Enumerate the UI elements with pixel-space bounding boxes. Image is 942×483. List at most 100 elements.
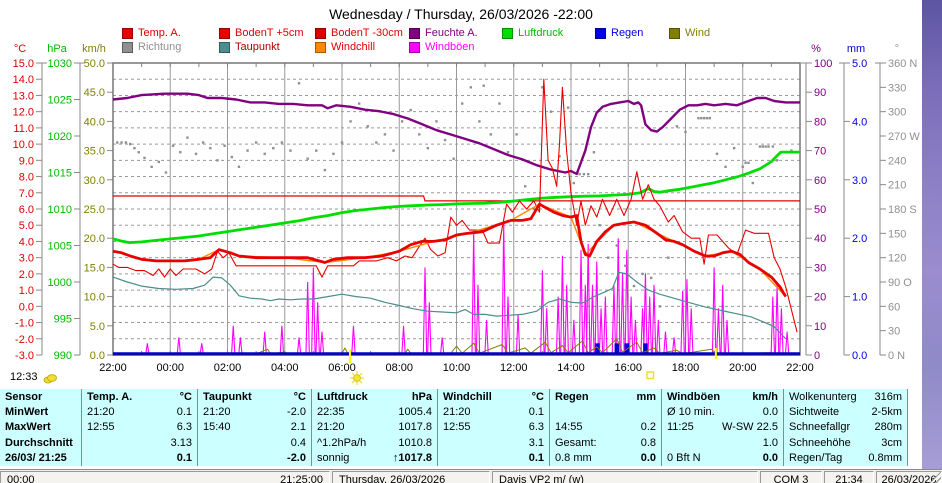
- svg-text:210: 210: [888, 180, 906, 192]
- svg-text:18:00: 18:00: [672, 362, 700, 374]
- svg-text:-2.0: -2.0: [15, 334, 34, 346]
- series-bodent-30cm: [113, 195, 800, 202]
- svg-text:-1.0: -1.0: [15, 318, 34, 330]
- table-cell-label: 21:20: [203, 406, 231, 419]
- svg-text:90: 90: [814, 87, 826, 99]
- svg-text:1.0: 1.0: [19, 285, 34, 297]
- table-cell-value: °C: [293, 390, 306, 403]
- table-row: 21:20 0.1: [438, 404, 549, 419]
- svg-text:km/h: km/h: [82, 43, 106, 55]
- table-cell-value: mm: [636, 390, 656, 403]
- table-row: 15:40 2.1: [198, 420, 311, 435]
- svg-text:60: 60: [814, 175, 826, 187]
- svg-text:12:00: 12:00: [500, 362, 528, 374]
- weather-chart[interactable]: °C -3.0 -2.0 -1.0 0.0 1.0 2.0 3.0 4.0 5.0 6.0 7.0 8.…: [0, 0, 942, 469]
- table-row: Windchill °C: [438, 389, 549, 404]
- svg-text:9.0: 9.0: [19, 155, 34, 167]
- table-row: 0.1: [82, 451, 197, 466]
- table-column-4: Windchill °C 21:20 0.1 12:55 6.3 3.1 0.1: [438, 389, 550, 466]
- svg-text:1010: 1010: [48, 204, 72, 216]
- plot-root: °C -3.0 -2.0 -1.0 0.0 1.0 2.0 3.0 4.0 5.0 6.0 7.0 8.…: [13, 43, 920, 385]
- legend-item-luftdruck: Luftdruck: [502, 27, 563, 39]
- table-cell-label: MaxWert: [5, 421, 51, 434]
- legend-label: Windchill: [331, 41, 376, 53]
- legend-swatch-feuchte-a: [409, 27, 420, 39]
- table-cell-label: 12:55: [443, 421, 471, 434]
- status-text: 00:00: [7, 474, 35, 483]
- legend-item-regen: Regen: [595, 27, 643, 39]
- svg-text:40.0: 40.0: [84, 116, 105, 128]
- table-row: [550, 404, 661, 419]
- status-panel-4: 21:34: [824, 471, 874, 483]
- table-column-2: Taupunkt °C 21:20 -2.0 15:40 2.1 0.4 -2.0: [198, 389, 312, 466]
- table-cell-label: 26/03/ 21:25: [5, 452, 67, 465]
- table-cell-value: 3.13: [170, 436, 192, 449]
- legend-item-feuchte-a: Feuchte A.: [409, 27, 478, 39]
- table-cell-label: Schneehöhe: [789, 436, 851, 449]
- svg-text:20.0: 20.0: [84, 233, 105, 245]
- svg-text:30.0: 30.0: [84, 175, 105, 187]
- status-bar: 00:00 21:25:00 Thursday, 26/03/2026 Davis V…: [0, 469, 942, 483]
- table-cell-value: hPa: [411, 390, 432, 403]
- svg-text:50: 50: [814, 204, 826, 216]
- svg-text:100: 100: [814, 58, 832, 70]
- svg-text:-3.0: -3.0: [15, 350, 34, 362]
- status-text: 21:25:00: [280, 474, 323, 483]
- table-cell-value: 0.1: [528, 406, 544, 419]
- table-cell-value: -2.0: [287, 452, 306, 465]
- table-cell-value: 0.8: [640, 436, 656, 449]
- legend-swatch-bodent-5cm: [219, 27, 230, 39]
- table-row: 0 Bft N 0.0: [662, 451, 783, 466]
- table-row: Regen/Tag 0.8mm: [784, 451, 907, 466]
- legend-label: Luftdruck: [518, 27, 564, 39]
- table-row: Ø 10 min. 0.0: [662, 404, 783, 419]
- legend-label: BodenT +5cm: [235, 27, 304, 39]
- svg-text:1020: 1020: [48, 131, 72, 143]
- table-cell-label: Taupunkt: [203, 390, 252, 403]
- svg-text:4.0: 4.0: [19, 236, 34, 248]
- table-cell-value: 1005.4: [398, 406, 432, 419]
- table-cell-value: 0.1: [176, 406, 192, 419]
- table-cell-value: 0.0: [640, 452, 656, 465]
- table-cell-label: ^1.2hPa/h: [317, 436, 367, 449]
- table-cell-value: 3cm: [881, 436, 902, 449]
- svg-text:10.0: 10.0: [84, 292, 105, 304]
- status-panel-2: Davis VP2 m/ (w): [492, 471, 758, 483]
- table-cell-value: 2-5km: [871, 406, 902, 419]
- svg-text:240: 240: [888, 155, 906, 167]
- legend-label: Regen: [611, 27, 644, 39]
- table-row: 26/03/ 21:25: [0, 451, 81, 466]
- table-cell-label: Windchill: [443, 390, 492, 403]
- svg-text:14:00: 14:00: [557, 362, 585, 374]
- svg-text:%: %: [811, 43, 821, 55]
- legend-item-windb-en: Windböen: [409, 41, 475, 53]
- table-cell-label: 21:20: [443, 406, 471, 419]
- status-text: Davis VP2 m/ (w): [499, 474, 584, 483]
- legend-item-bodent-5cm: BodenT +5cm: [219, 27, 304, 39]
- svg-text:06:00: 06:00: [328, 362, 356, 374]
- status-panel-0: 00:00 21:25:00: [0, 471, 330, 483]
- table-row: Durchschnitt: [0, 435, 81, 450]
- legend-label: Richtung: [138, 41, 182, 53]
- table-row: Sichtweite 2-5km: [784, 404, 907, 419]
- legend-swatch-luftdruck: [502, 27, 513, 39]
- window-resize-grip[interactable]: [929, 471, 941, 483]
- table-cell-label: Sichtweite: [789, 406, 840, 419]
- table-cell-label: 21:20: [87, 406, 115, 419]
- svg-text:11.0: 11.0: [13, 123, 34, 135]
- legend-swatch-richtung: [122, 41, 133, 53]
- table-row: 14:55 0.2: [550, 420, 661, 435]
- svg-text:35.0: 35.0: [84, 146, 105, 158]
- svg-text:16:00: 16:00: [614, 362, 642, 374]
- status-text: Thursday, 26/03/2026: [339, 474, 446, 483]
- table-cell-label: 11:25: [667, 421, 694, 434]
- table-row: Gesamt: 0.8: [550, 435, 661, 450]
- table-cell-value: 6.3: [176, 421, 192, 434]
- series-taupunkt: [112, 271, 787, 340]
- desktop-wallpaper-strip: [922, 0, 942, 469]
- svg-text:2.0: 2.0: [19, 269, 34, 281]
- svg-text:30: 30: [888, 326, 900, 338]
- daylight-markers: [349, 348, 717, 385]
- svg-text:°: °: [895, 43, 899, 55]
